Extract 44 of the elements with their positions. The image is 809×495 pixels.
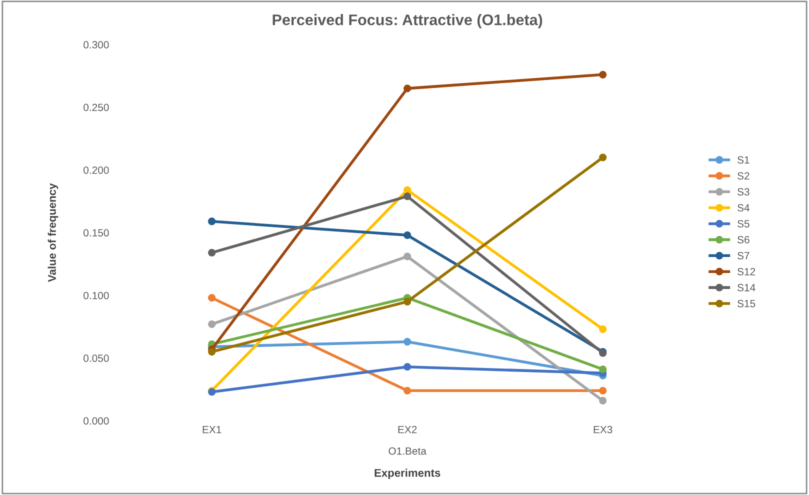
point	[208, 294, 216, 302]
point	[404, 84, 412, 92]
y-axis-title: Value of frequency	[48, 183, 58, 282]
point	[404, 338, 412, 346]
point	[404, 386, 412, 394]
point	[404, 186, 412, 194]
y-tick-label: 0.150	[84, 229, 109, 237]
point	[404, 363, 412, 371]
point	[208, 320, 216, 328]
legend-label: S7	[738, 252, 750, 260]
legend-label: S2	[738, 172, 750, 180]
point	[404, 298, 412, 306]
x-axis-title: Experiments	[374, 468, 440, 480]
point	[404, 252, 412, 260]
point	[208, 218, 216, 226]
legend-label: S12	[738, 268, 756, 276]
legend-label: S14	[738, 284, 756, 292]
y-tick-label: 0.250	[84, 104, 109, 112]
y-tick-label: 0.300	[84, 41, 109, 48]
point	[599, 70, 607, 78]
point	[208, 348, 216, 356]
y-tick-label: 0.100	[84, 292, 109, 300]
point	[208, 248, 216, 257]
x-tick-label: EX1	[202, 426, 222, 434]
point	[599, 386, 607, 394]
point	[404, 231, 412, 239]
legend-label: S6	[738, 236, 750, 244]
y-tick-label: 0.200	[84, 166, 109, 174]
point	[599, 396, 607, 405]
legend-label: S4	[738, 204, 750, 212]
point	[404, 192, 412, 200]
text: O1.Beta	[388, 447, 426, 455]
y-tick-label: 0.050	[84, 354, 109, 362]
legend-label: S3	[738, 188, 750, 196]
point	[599, 366, 607, 374]
chart-title: Perceived Focus: Attractive (O1.beta)	[272, 14, 542, 28]
x-tick-label: EX3	[594, 426, 612, 434]
legend-label: S5	[738, 220, 750, 228]
y-tick-label: 0.000	[84, 417, 109, 425]
point	[599, 154, 607, 162]
legend-label: S15	[738, 300, 756, 308]
legend-label: S1	[738, 156, 750, 164]
x-tick-label: EX2	[398, 426, 417, 434]
point	[599, 325, 607, 334]
